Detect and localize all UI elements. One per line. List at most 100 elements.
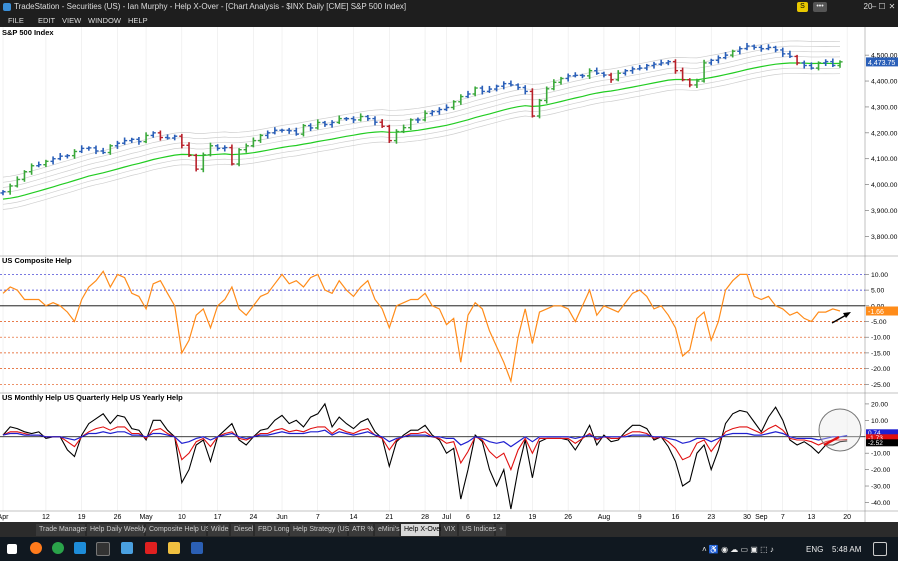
calc-icon[interactable] — [145, 542, 157, 554]
mqy-last-tags: 0.74 -1.73 -2.52 — [866, 429, 898, 447]
menu-window[interactable]: WINDOW — [88, 16, 121, 25]
menu-edit[interactable]: EDIT — [38, 16, 56, 25]
price-bar — [801, 60, 807, 69]
tab-help-daily-weekly[interactable]: Help Daily Weekly — [87, 524, 147, 536]
price-bar — [608, 72, 614, 83]
x-tick-label: 16 — [672, 514, 680, 521]
tab-atr-percent[interactable]: ATR % — [349, 524, 374, 536]
x-tick-label: 13 — [807, 514, 815, 521]
price-bar — [7, 183, 13, 195]
tab-us-indices[interactable]: US Indices — [459, 524, 496, 536]
menu-file[interactable]: FILE — [8, 16, 24, 25]
y-tick-label: 10.00 — [871, 272, 888, 279]
y-tick-label: -25.00 — [871, 382, 890, 389]
folder-icon[interactable] — [168, 542, 180, 554]
price-bar — [522, 85, 528, 95]
chart-area[interactable]: Apr 12 19 26 May 10 17 24 Jun 7 14 21 28 Jul 6 12 19 26 Au… — [0, 27, 898, 522]
price-bar — [172, 134, 178, 141]
price-bar — [164, 134, 171, 140]
price-bar — [808, 62, 814, 70]
maximize-button[interactable]: ☐ — [878, 2, 886, 11]
add-tab-button[interactable]: + — [496, 524, 506, 536]
taskbar: ˄ ♿ ◉ ☁ ▭ ▣ ⬚ ♪ ENG 5:48 AM — [0, 537, 898, 561]
price-bar — [765, 44, 772, 51]
tradestation-icon[interactable] — [121, 542, 133, 554]
menu-help[interactable]: HELP — [128, 16, 148, 25]
price-bar — [615, 70, 621, 82]
price-bar — [508, 80, 514, 87]
firefox-icon[interactable] — [30, 542, 42, 554]
status-s-badge[interactable]: S — [797, 2, 808, 12]
x-tick-label: Apr — [0, 514, 9, 521]
tab-trade-manager[interactable]: Trade Manager — [36, 524, 87, 536]
clock[interactable]: 5:48 AM — [832, 545, 862, 554]
y-tick-label: -20.00 — [871, 366, 890, 373]
tab-help-x-over[interactable]: Help X-Over — [401, 524, 443, 536]
price-bar — [758, 45, 764, 52]
y-tick-label: 4,200.00 — [871, 130, 898, 137]
price-bar — [365, 114, 371, 121]
x-tick-label: 30 — [743, 514, 751, 521]
x-tick-label: 28 — [421, 514, 429, 521]
price-bar — [536, 98, 543, 119]
price-bar — [644, 63, 650, 71]
price-bar — [243, 143, 249, 153]
price-bar — [429, 110, 435, 116]
x-tick-label: 9 — [638, 514, 642, 521]
price-bar — [157, 130, 163, 141]
price-bar — [708, 58, 714, 66]
close-button[interactable]: ✕ — [888, 2, 896, 11]
price-bar — [300, 124, 307, 137]
chart-svg[interactable]: Apr 12 19 26 May 10 17 24 Jun 7 14 21 28 Jul 6 12 19 26 Au… — [0, 27, 898, 522]
x-tick-label: 14 — [350, 514, 358, 521]
menu-bar: FILE EDIT VIEW WINDOW HELP — [0, 14, 898, 27]
app-icon[interactable] — [96, 542, 110, 556]
title-bar: TradeStation - Securities (US) - Ian Mur… — [0, 0, 898, 14]
tab-eminis[interactable]: eMini's — [375, 524, 400, 536]
price-bar — [787, 50, 793, 58]
system-tray[interactable]: ˄ ♿ ◉ ☁ ▭ ▣ ⬚ ♪ — [702, 545, 774, 554]
x-tick-label: 17 — [214, 514, 222, 521]
price-bar — [558, 76, 564, 85]
tab-vix[interactable]: VIX — [441, 524, 457, 536]
price-bar — [43, 159, 49, 168]
notification-icon[interactable] — [873, 542, 887, 556]
windows-start-icon[interactable] — [7, 544, 17, 554]
price-panel-label: S&P 500 Index — [2, 28, 54, 37]
tab-composite-help-us[interactable]: Composite Help US — [146, 524, 210, 536]
chrome-icon[interactable] — [52, 542, 64, 554]
x-tick-label: 10 — [178, 514, 186, 521]
price-bar — [529, 88, 535, 118]
price-bar — [150, 131, 156, 138]
language-indicator[interactable]: ENG — [806, 545, 824, 554]
circle-annotation-icon — [818, 408, 862, 452]
more-options-button[interactable]: ••• — [813, 2, 827, 12]
tab-diesel[interactable]: Diesel — [231, 524, 253, 536]
word-icon[interactable] — [191, 542, 203, 554]
minimize-button[interactable]: – — [871, 2, 877, 11]
app-icon[interactable] — [74, 542, 86, 554]
y-tick-label: -10.00 — [871, 335, 890, 342]
price-bar — [694, 78, 700, 89]
price-bar — [794, 54, 800, 66]
price-bar — [565, 73, 571, 82]
tab-wilde[interactable]: Wilde — [208, 524, 229, 536]
price-bar — [114, 140, 121, 149]
tab-help-strategy-us[interactable]: Help Strategy (US) — [290, 524, 352, 536]
price-bar — [622, 69, 628, 76]
price-bar — [658, 59, 664, 66]
price-bar — [594, 67, 600, 75]
menu-view[interactable]: VIEW — [62, 16, 82, 25]
price-bar — [494, 84, 500, 92]
price-bar — [572, 72, 578, 78]
price-bar — [823, 59, 829, 67]
composite-last-tag: -1.66 — [866, 306, 898, 316]
y-tick-label: 4,500.00 — [871, 53, 898, 60]
y-tick-label: 4,100.00 — [871, 156, 898, 163]
notif-count: 20 — [863, 2, 873, 11]
tab-fbd-long[interactable]: FBD Long — [255, 524, 290, 536]
y-tick-label: 4,300.00 — [871, 104, 898, 111]
svg-text:-1.66: -1.66 — [868, 309, 884, 316]
price-bar — [601, 71, 607, 78]
price-bar — [393, 129, 400, 144]
